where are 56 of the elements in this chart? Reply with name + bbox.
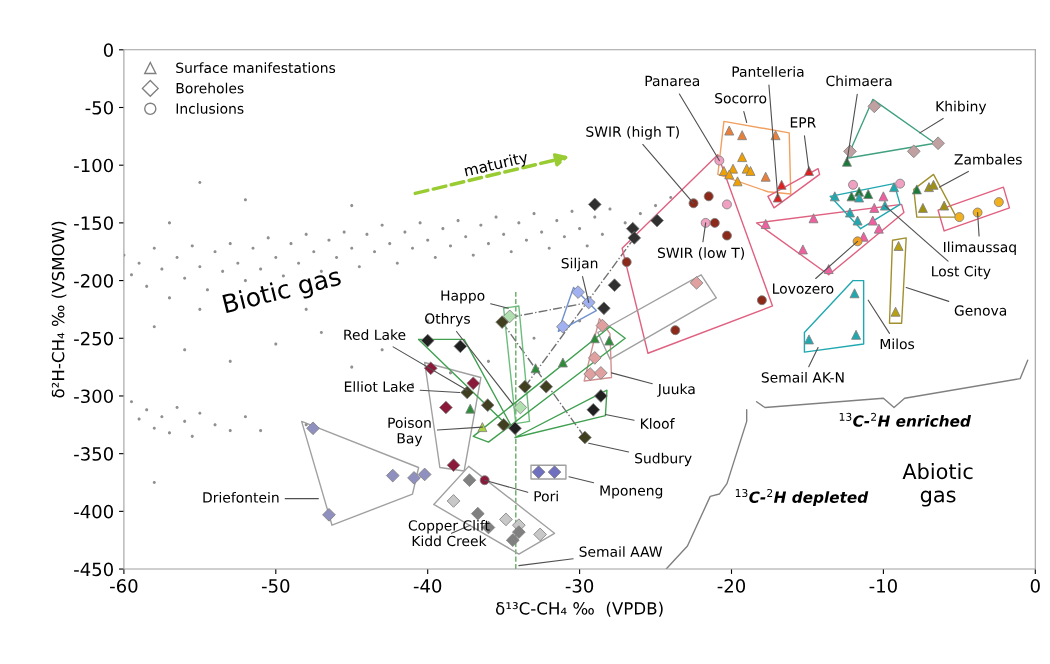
annotation: Zambales [954, 153, 1022, 165]
annotation: Genova [954, 305, 1007, 316]
annotation: SWIR (low T) [657, 247, 745, 260]
x-tick-label: -50 [261, 579, 290, 593]
x-tick-label: -20 [717, 579, 746, 593]
x-tick-label: -40 [413, 579, 442, 593]
y-tick-label: 0 [103, 43, 113, 57]
legend-label: Inclusions [176, 103, 244, 114]
y-tick-label: -150 [74, 216, 113, 230]
annotation: Driefontein [203, 491, 279, 503]
annotation: Poison Bay [388, 417, 431, 447]
annotation: Panarea [645, 75, 700, 87]
annotation: Lost City [932, 265, 991, 280]
annotation: Red Lake [344, 329, 406, 340]
legend-label: Surface manifestations [176, 62, 336, 74]
annotation: Lovozero [773, 283, 834, 294]
annotation: Mponeng [600, 485, 663, 499]
annotation: Semail AAW [579, 546, 663, 557]
annotation: Sudbury [635, 452, 692, 467]
annotation: Kloof [641, 418, 675, 429]
y-axis-title: δ²H-CH₄ ‰ (VSMOW) [51, 221, 67, 398]
annotation: maturity [463, 150, 530, 180]
x-tick-label: -60 [110, 579, 138, 593]
annotation: Copper Clift Kidd Creek [408, 519, 490, 547]
x-tick-label: -10 [869, 579, 897, 593]
annotation: EPR [790, 117, 816, 128]
y-tick-label: -50 [85, 100, 113, 115]
annotation: Pantelleria [732, 66, 804, 77]
y-tick-label: -200 [74, 274, 113, 288]
annotation: Semail AK-N [761, 371, 844, 383]
y-tick-label: -300 [74, 389, 113, 404]
annotation: Pori [534, 490, 558, 502]
x-tick-label: -30 [565, 579, 594, 593]
annotation: Othrys [425, 313, 470, 327]
annotation: Siljan [561, 257, 598, 272]
annotation: Chimaera [826, 75, 892, 87]
annotation: SWIR (high T) [586, 126, 679, 140]
annotation: Khibiny [936, 100, 987, 115]
y-tick-label: -400 [74, 504, 113, 519]
annotation: $^{13}$C-$^{2}$H depleted [735, 488, 869, 506]
x-tick-label: 0 [1030, 579, 1040, 593]
annotation: Socorro [715, 92, 767, 104]
annotation: Milos [880, 338, 915, 350]
annotation: Juuka [657, 383, 695, 397]
annotation: Happo [441, 290, 485, 304]
legend-label: Boreholes [176, 82, 244, 94]
annotation: $^{13}$C-$^{2}$H enriched [839, 412, 971, 427]
y-tick-label: -250 [74, 331, 113, 346]
annotation: Biotic gas [222, 265, 343, 319]
y-tick-label: -350 [74, 447, 113, 461]
annotation: Abiotic gas [902, 463, 973, 507]
annotation: Ilimaussaq [943, 241, 1016, 255]
y-tick-label: -450 [74, 562, 113, 577]
annotation: Elliot Lake [344, 381, 414, 392]
x-axis-title: δ¹³C-CH₄ ‰ (VPDB) [496, 601, 663, 617]
y-tick-label: -100 [74, 158, 113, 173]
